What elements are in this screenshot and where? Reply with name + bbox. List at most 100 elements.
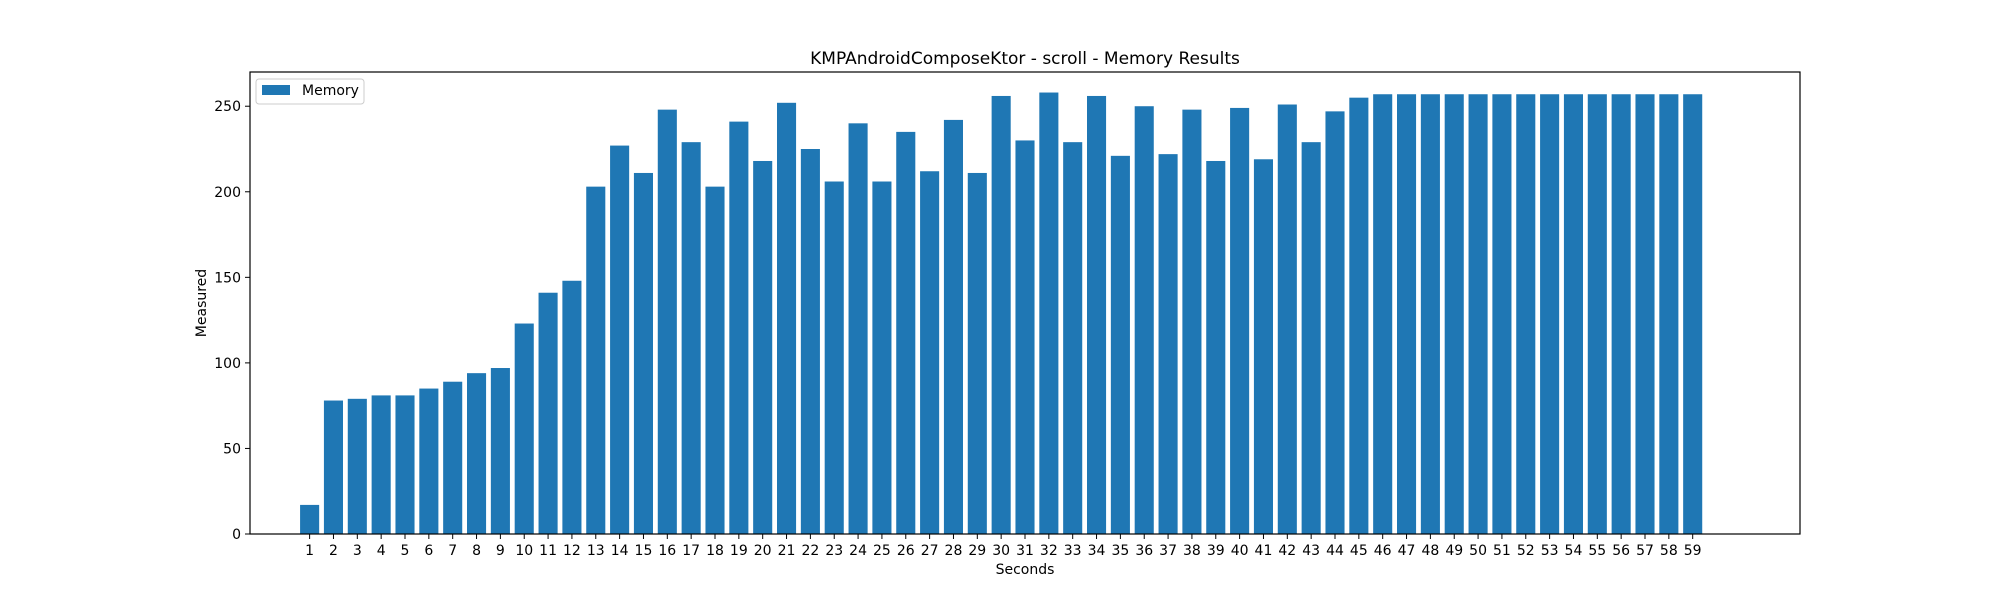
bar-52 [1516, 94, 1536, 535]
bar-54 [1563, 94, 1583, 535]
x-tick-label: 34 [1088, 543, 1106, 559]
bar-2 [323, 400, 343, 534]
bar-14 [610, 145, 630, 534]
x-tick-label: 8 [472, 543, 481, 559]
x-tick-label: 2 [329, 543, 338, 559]
bar-25 [872, 181, 892, 534]
bar-46 [1373, 94, 1393, 535]
bar-4 [371, 395, 391, 534]
bar-41 [1253, 159, 1273, 534]
x-tick-label: 1 [305, 543, 314, 559]
x-tick-label: 36 [1135, 543, 1153, 559]
bar-21 [777, 102, 797, 535]
x-axis-label: Seconds [996, 562, 1055, 578]
bar-48 [1420, 94, 1440, 535]
x-tick-label: 13 [587, 543, 605, 559]
bar-20 [753, 160, 773, 535]
x-tick-label: 31 [1016, 543, 1034, 559]
x-tick-label: 43 [1302, 543, 1320, 559]
x-tick-label: 20 [754, 543, 772, 559]
y-tick-label: 0 [232, 527, 241, 543]
bar-38 [1182, 109, 1202, 534]
bar-10 [514, 323, 534, 534]
bar-8 [467, 373, 487, 534]
legend: Memory [255, 78, 365, 105]
x-tick-label: 51 [1493, 543, 1511, 559]
x-tick-label: 58 [1660, 543, 1678, 559]
x-tick-label: 32 [1040, 543, 1058, 559]
x-tick-label: 38 [1183, 543, 1201, 559]
bar-33 [1063, 142, 1083, 534]
y-axis-ticks: 0 50 100 150 200 250 [214, 99, 250, 543]
x-tick-label: 49 [1445, 543, 1463, 559]
bar-31 [1015, 140, 1035, 534]
bar-40 [1230, 107, 1250, 535]
bar-9 [490, 368, 510, 534]
x-tick-label: 7 [448, 543, 457, 559]
x-tick-label: 55 [1588, 543, 1606, 559]
bar-58 [1659, 94, 1679, 535]
bar-6 [419, 388, 439, 534]
bar-51 [1492, 94, 1512, 535]
x-axis-ticks: 1 2 3 4 5 6 7 8 9 10 11 12 13 14 15 16 17 18 19 20 21 22 23 24 2… [305, 534, 1702, 559]
bar-39 [1206, 160, 1226, 535]
bar-50 [1468, 94, 1488, 535]
bar-42 [1277, 104, 1297, 534]
bar-12 [562, 280, 582, 534]
x-tick-label: 23 [825, 543, 843, 559]
x-tick-label: 4 [377, 543, 386, 559]
bar-13 [586, 186, 606, 534]
x-tick-label: 5 [401, 543, 410, 559]
y-axis-label: Measured [194, 269, 210, 337]
bar-11 [538, 292, 558, 534]
x-tick-label: 42 [1278, 543, 1296, 559]
x-tick-label: 54 [1565, 543, 1583, 559]
bar-57 [1635, 94, 1655, 535]
bar-28 [943, 119, 963, 534]
x-tick-label: 50 [1469, 543, 1487, 559]
x-tick-label: 17 [682, 543, 700, 559]
bar-22 [800, 149, 820, 534]
x-tick-label: 14 [611, 543, 629, 559]
bar-36 [1134, 106, 1154, 534]
bar-17 [681, 142, 701, 534]
bar-23 [824, 181, 844, 534]
bar-15 [633, 172, 653, 534]
x-tick-label: 59 [1684, 543, 1702, 559]
x-tick-label: 41 [1255, 543, 1273, 559]
x-tick-label: 27 [921, 543, 939, 559]
bar-5 [395, 395, 415, 534]
x-tick-label: 45 [1350, 543, 1368, 559]
x-tick-label: 6 [424, 543, 433, 559]
bar-1 [300, 504, 320, 534]
x-tick-label: 35 [1111, 543, 1129, 559]
bar-47 [1397, 94, 1417, 535]
x-tick-label: 56 [1612, 543, 1630, 559]
bar-7 [443, 381, 463, 534]
y-tick-label: 250 [214, 99, 241, 115]
bar-19 [729, 121, 749, 535]
x-tick-label: 44 [1326, 543, 1344, 559]
x-tick-label: 53 [1541, 543, 1559, 559]
plot-frame [249, 71, 1801, 535]
y-tick-label: 150 [214, 270, 241, 286]
x-tick-label: 11 [539, 543, 557, 559]
x-tick-label: 37 [1159, 543, 1177, 559]
bar-56 [1611, 94, 1631, 535]
x-tick-label: 57 [1636, 543, 1654, 559]
x-tick-label: 48 [1421, 543, 1439, 559]
x-tick-label: 24 [849, 543, 867, 559]
x-tick-label: 18 [706, 543, 724, 559]
x-tick-label: 52 [1517, 543, 1535, 559]
y-tick-label: 100 [214, 356, 241, 372]
x-tick-label: 25 [873, 543, 891, 559]
bar-26 [896, 131, 916, 534]
bar-30 [991, 95, 1011, 535]
bar-44 [1325, 111, 1345, 535]
bar-24 [848, 123, 868, 534]
bar-3 [347, 398, 367, 534]
bar-32 [1039, 92, 1059, 534]
bar-53 [1540, 94, 1560, 535]
x-tick-label: 39 [1207, 543, 1225, 559]
x-tick-label: 47 [1398, 543, 1416, 559]
